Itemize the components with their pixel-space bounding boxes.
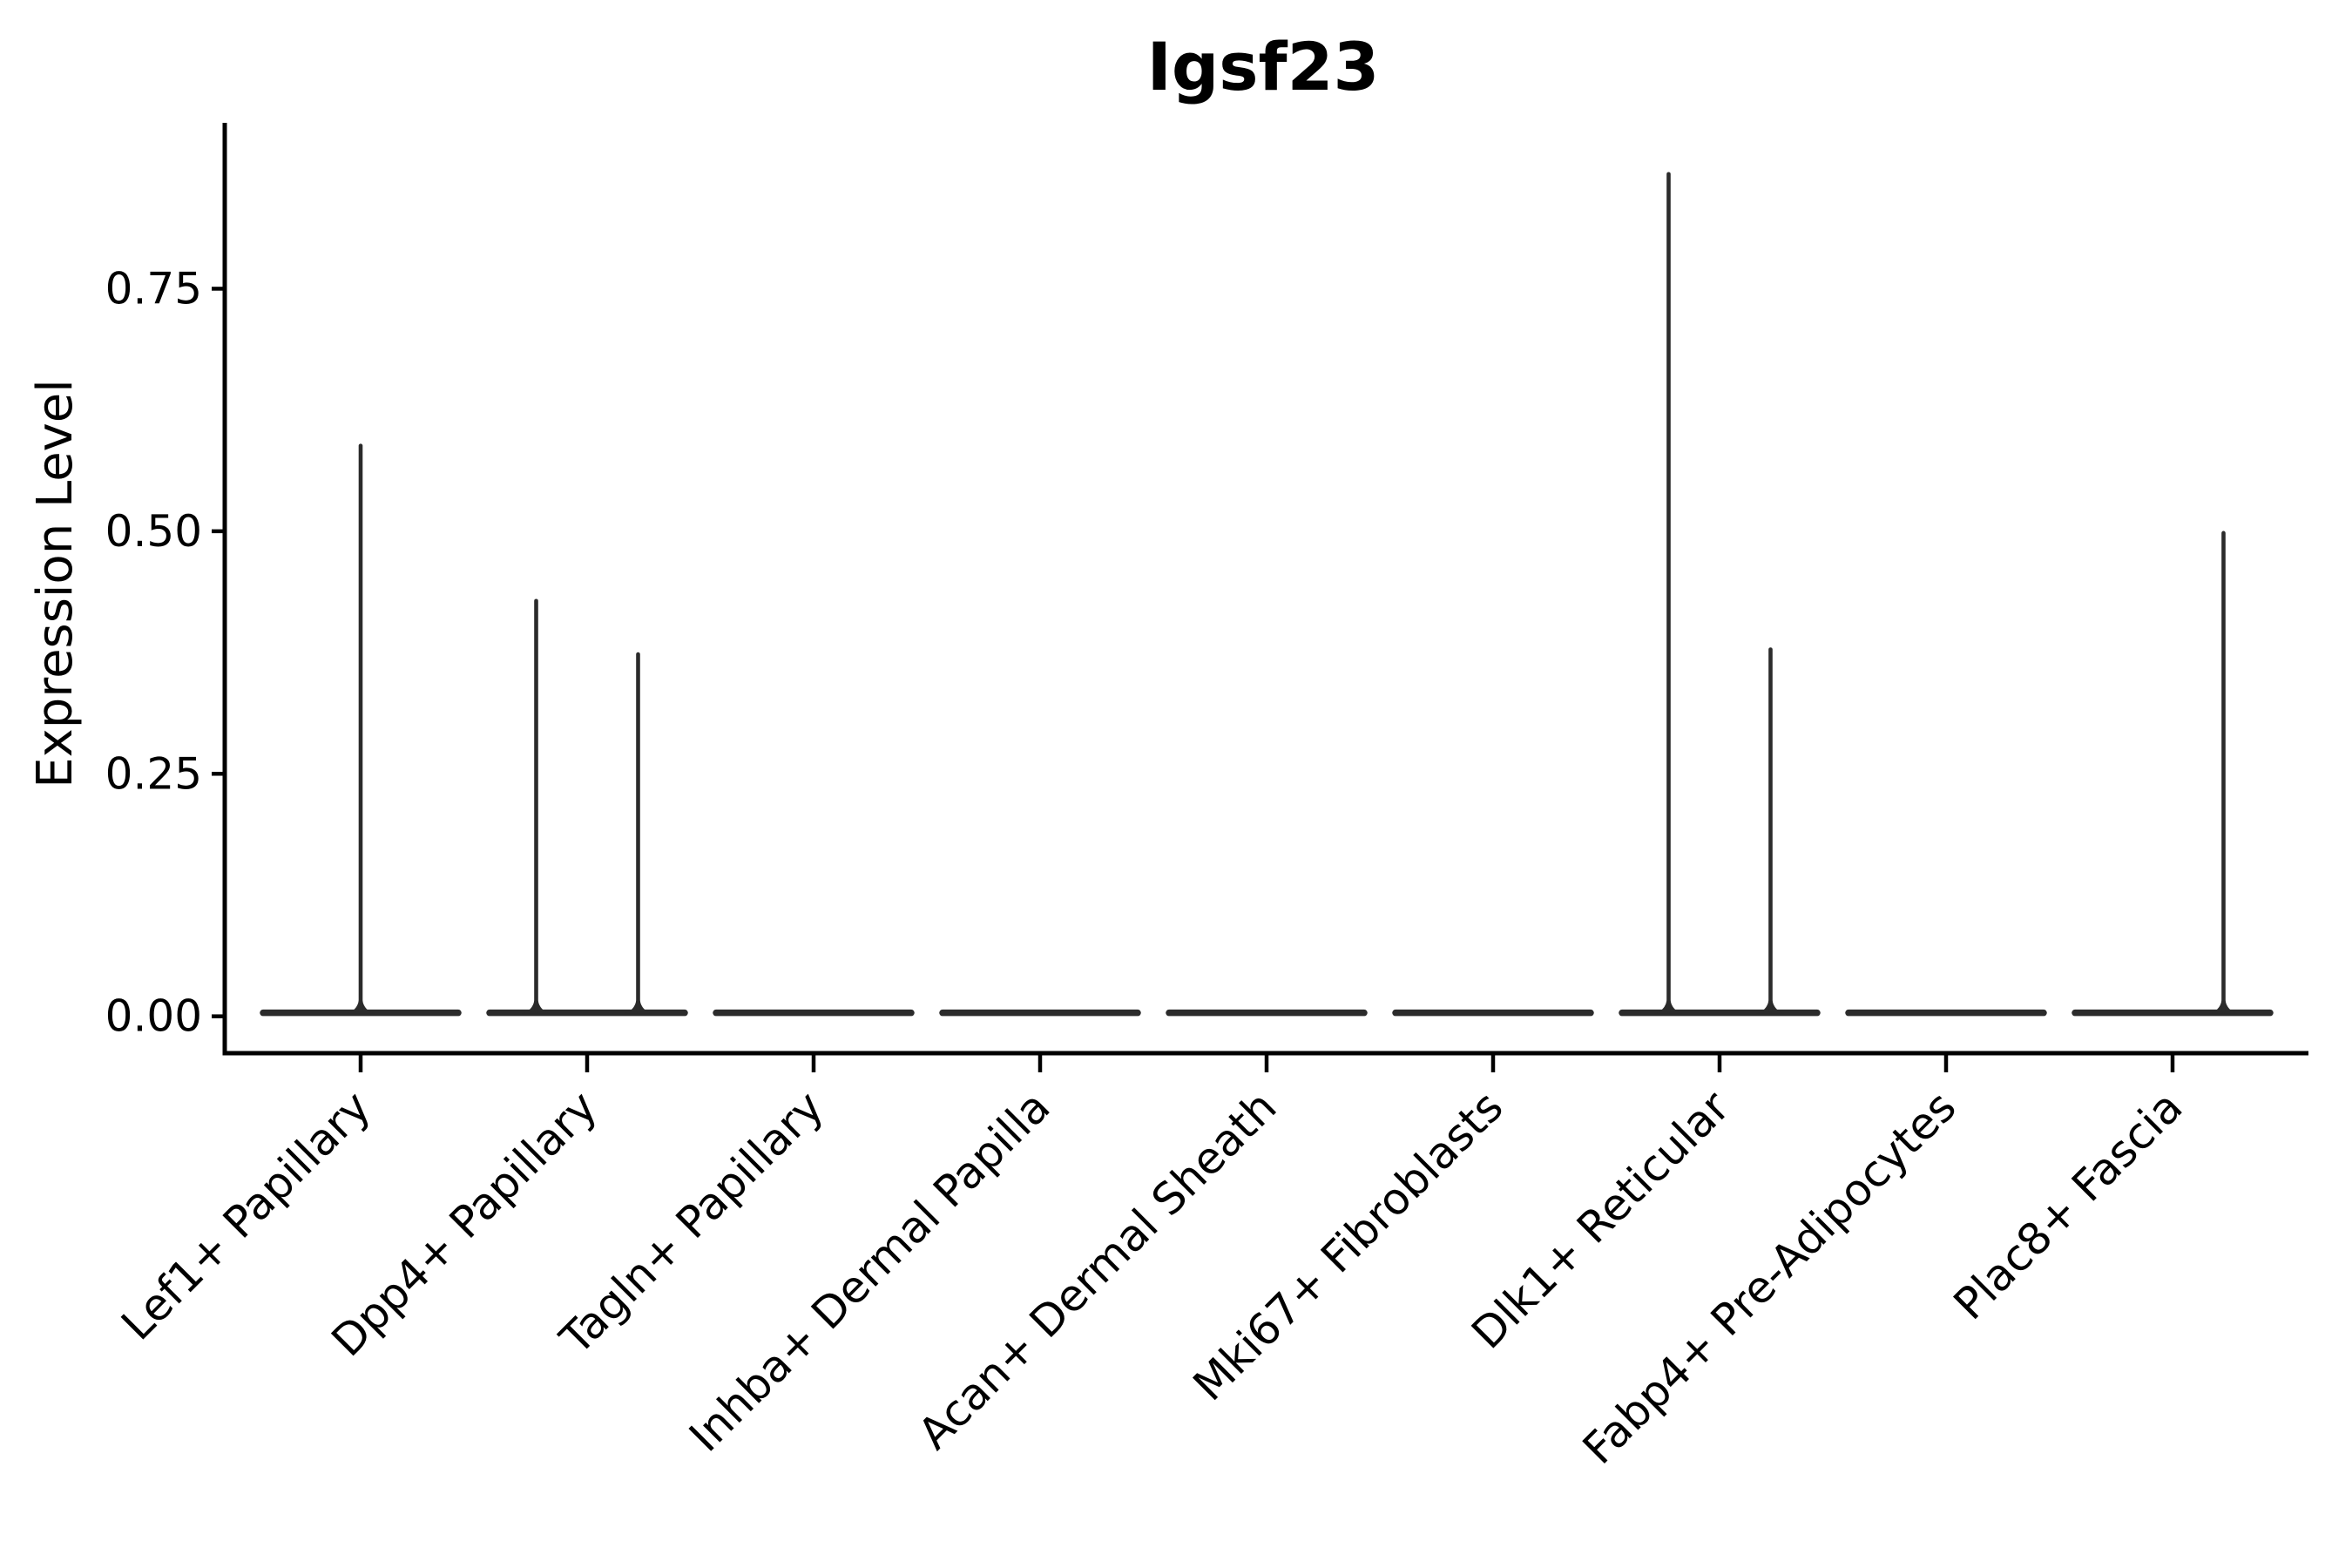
y-tick-label: 0.75 <box>105 263 202 314</box>
violin <box>486 598 688 1017</box>
y-tick-label: 0.00 <box>105 991 202 1042</box>
axes-layer <box>212 123 2308 1072</box>
violin <box>260 443 462 1017</box>
y-tick-label: 0.50 <box>105 506 202 557</box>
x-tick-label: Acan+ Dermal Sheath <box>909 1081 1287 1459</box>
y-tick-label: 0.25 <box>105 748 202 799</box>
violins-layer <box>260 172 2274 1017</box>
x-tick-label: Lef1+ Papillary <box>112 1081 380 1349</box>
x-tick-label: Inhba+ Dermal Papilla <box>679 1081 1059 1461</box>
y-axis-title: Expression Level <box>27 379 84 788</box>
x-tick-label: Fabp4+ Pre-Adipocytes <box>1573 1081 1966 1474</box>
violin <box>1619 172 1821 1017</box>
chart-title: Igsf23 <box>1147 28 1380 105</box>
violin <box>2072 531 2274 1017</box>
x-tick-label: Plac8+ Fascia <box>1944 1081 2193 1329</box>
